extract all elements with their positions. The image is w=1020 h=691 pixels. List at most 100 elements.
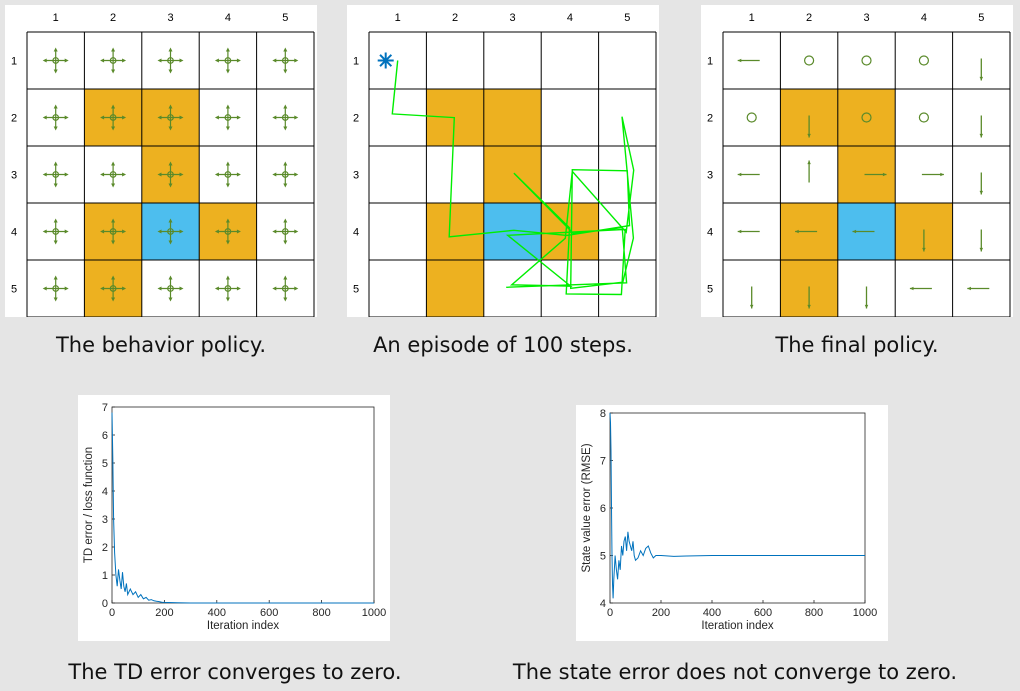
col-label: 3 bbox=[509, 12, 515, 24]
row-label: 3 bbox=[707, 170, 713, 182]
episode-grid: 1 2 3 4 5 1 2 3 4 5 bbox=[353, 12, 657, 318]
row-label: 1 bbox=[707, 56, 713, 68]
down-arrow-icon bbox=[922, 229, 926, 252]
episode-panel: 1 2 3 4 5 1 2 3 4 5 bbox=[347, 5, 659, 318]
left-arrow-icon bbox=[737, 58, 760, 63]
col-label: 5 bbox=[624, 12, 630, 24]
stay-icon bbox=[746, 112, 757, 123]
col-label: 4 bbox=[921, 12, 927, 24]
uniform-policy-icon bbox=[42, 218, 69, 245]
uniform-policy-icon bbox=[214, 218, 241, 245]
uniform-policy-icon bbox=[100, 218, 127, 245]
uniform-policy-icon bbox=[157, 161, 184, 188]
row-label: 2 bbox=[11, 113, 17, 125]
left-arrow-icon bbox=[852, 229, 875, 234]
asterisk-icon bbox=[377, 52, 394, 69]
trajectory-path bbox=[391, 60, 635, 296]
td-error-caption: The TD error converges to zero. bbox=[68, 660, 402, 684]
forbidden-cell bbox=[837, 89, 896, 146]
x-tick-label: 0 bbox=[607, 607, 613, 619]
uniform-policy-icon bbox=[42, 275, 69, 302]
row-label: 5 bbox=[707, 284, 713, 296]
stay-icon bbox=[861, 112, 872, 123]
stay-icon bbox=[918, 55, 929, 66]
uniform-policy-icon bbox=[272, 275, 299, 302]
down-arrow-icon bbox=[749, 286, 754, 309]
x-tick-label: 400 bbox=[703, 607, 721, 619]
x-tick-label: 200 bbox=[155, 607, 173, 619]
col-label: 2 bbox=[110, 12, 116, 24]
data-line bbox=[111, 412, 374, 604]
left-arrow-icon bbox=[967, 286, 990, 291]
final-policy-panel: 1 2 3 4 5 1 2 3 4 5 bbox=[701, 5, 1013, 318]
uniform-policy-icon bbox=[157, 47, 184, 74]
stay-icon bbox=[861, 55, 872, 66]
right-arrow-icon bbox=[921, 172, 944, 177]
y-tick-label: 3 bbox=[102, 514, 108, 526]
left-arrow-icon bbox=[737, 172, 760, 177]
uniform-policy-icon bbox=[157, 104, 184, 131]
x-tick-label: 800 bbox=[805, 607, 823, 619]
col-label: 3 bbox=[863, 12, 869, 24]
left-arrow-icon bbox=[909, 286, 932, 291]
data-line bbox=[609, 412, 865, 599]
x-tick-label: 1000 bbox=[362, 607, 386, 619]
down-arrow-icon bbox=[979, 229, 984, 252]
col-label: 1 bbox=[53, 12, 59, 24]
down-arrow-icon bbox=[864, 286, 869, 309]
col-label: 3 bbox=[167, 12, 173, 24]
col-label: 4 bbox=[225, 12, 231, 24]
uniform-policy-icon bbox=[100, 161, 127, 188]
uniform-policy-icon bbox=[42, 47, 69, 74]
col-label: 5 bbox=[978, 12, 984, 24]
uniform-policy-icon bbox=[157, 275, 184, 302]
uniform-policy-icon bbox=[157, 218, 184, 245]
x-tick-label: 200 bbox=[652, 607, 670, 619]
y-tick-label: 7 bbox=[102, 402, 108, 414]
x-tick-label: 800 bbox=[312, 607, 330, 619]
uniform-policy-icon bbox=[272, 161, 299, 188]
x-tick-label: 0 bbox=[109, 607, 115, 619]
behavior-policy-caption: The behavior policy. bbox=[55, 333, 267, 357]
y-tick-label: 1 bbox=[102, 570, 108, 582]
uniform-policy-icon bbox=[272, 218, 299, 245]
y-tick-label: 4 bbox=[102, 486, 108, 498]
up-arrow-icon bbox=[807, 160, 811, 183]
uniform-policy-icon bbox=[42, 161, 69, 188]
y-tick-label: 0 bbox=[102, 598, 108, 610]
y-tick-label: 4 bbox=[600, 598, 606, 610]
stay-icon bbox=[918, 112, 929, 123]
forbidden-cell bbox=[426, 260, 484, 317]
td-error-chart: 0 200 400 600 800 1000 0 1 2 3 4 5 6 7 Iteration index… bbox=[83, 402, 386, 632]
behavior-policy-grid: 1 2 3 4 5 1 2 3 4 5 bbox=[11, 12, 315, 318]
col-label: 1 bbox=[749, 12, 755, 24]
x-tick-label: 600 bbox=[260, 607, 278, 619]
uniform-policy-icon bbox=[214, 104, 241, 131]
x-axis-label: Iteration index bbox=[701, 620, 773, 632]
col-label: 1 bbox=[395, 12, 401, 24]
state-error-chart-panel: 0 200 400 600 800 1000 4 5 6 7 8 Iteration index Sta… bbox=[576, 405, 888, 641]
uniform-policy-icon bbox=[214, 161, 241, 188]
row-label: 4 bbox=[11, 227, 17, 239]
plot-area bbox=[609, 412, 866, 604]
down-arrow-icon bbox=[979, 115, 984, 138]
down-arrow-icon bbox=[979, 172, 984, 195]
y-tick-label: 8 bbox=[600, 408, 606, 420]
left-arrow-icon bbox=[795, 229, 818, 234]
y-tick-label: 5 bbox=[102, 458, 108, 470]
down-arrow-icon bbox=[807, 115, 811, 138]
episode-caption: An episode of 100 steps. bbox=[373, 333, 633, 357]
stay-icon bbox=[803, 55, 815, 66]
row-label: 5 bbox=[353, 284, 359, 296]
y-tick-label: 6 bbox=[600, 503, 606, 515]
row-label: 4 bbox=[707, 227, 713, 239]
row-label: 3 bbox=[353, 170, 359, 182]
right-arrow-icon bbox=[864, 172, 887, 177]
row-label: 2 bbox=[353, 113, 359, 125]
col-label: 2 bbox=[452, 12, 458, 24]
row-label: 2 bbox=[707, 113, 713, 125]
row-label: 1 bbox=[353, 56, 359, 68]
plot-area bbox=[111, 406, 375, 604]
x-tick-label: 1000 bbox=[853, 607, 877, 619]
row-label: 3 bbox=[11, 170, 17, 182]
